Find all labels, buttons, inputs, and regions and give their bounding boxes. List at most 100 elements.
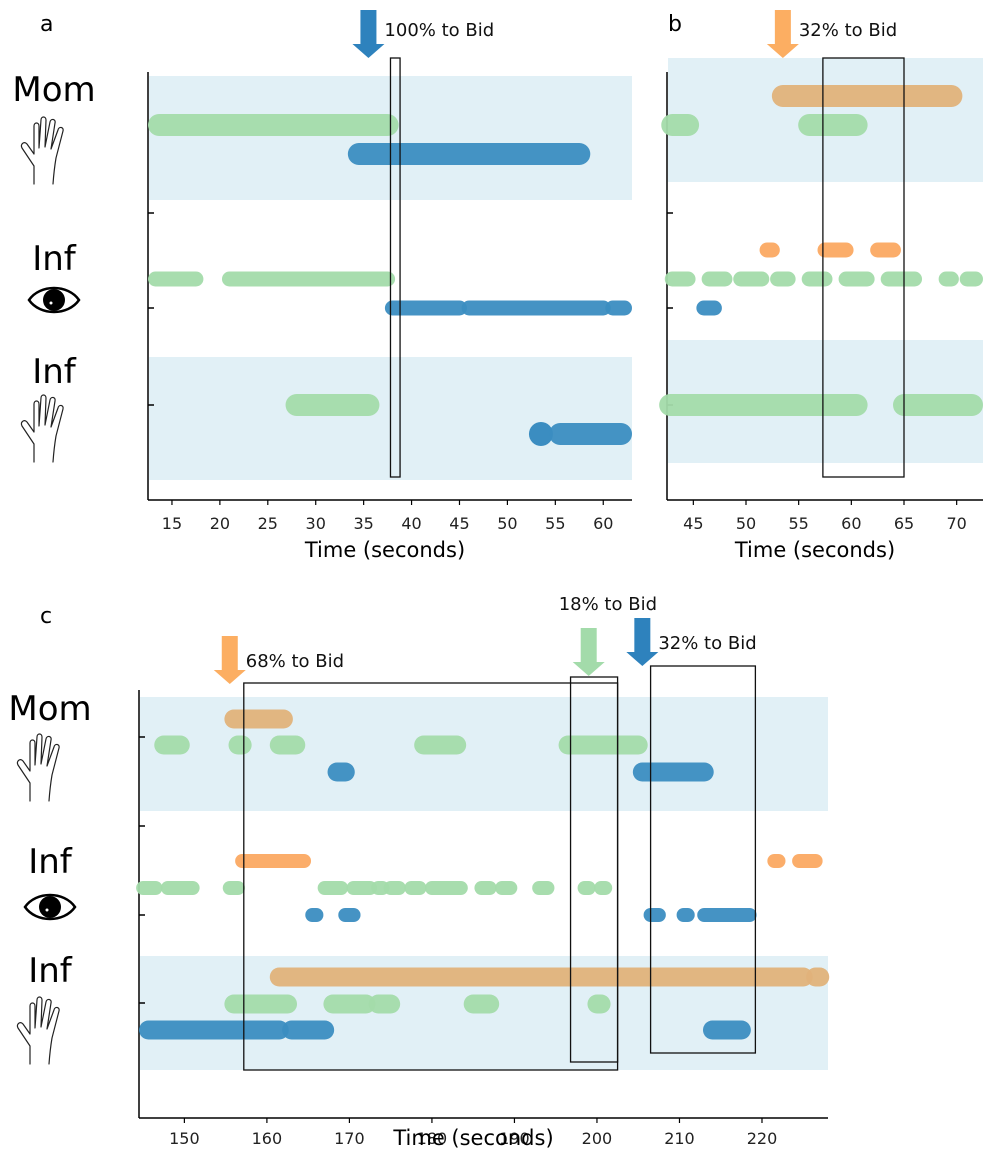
timeline-bar	[383, 881, 406, 895]
arrow-label: 32% to Bid	[658, 633, 756, 654]
x-tick-label: 210	[664, 1129, 695, 1148]
timeline-bar	[577, 881, 596, 895]
x-axis-label: Time (seconds)	[304, 538, 465, 562]
timeline-bar	[798, 114, 868, 136]
timeline-bar	[792, 854, 823, 868]
x-tick-label: 190	[499, 1129, 530, 1148]
timeline-bar	[676, 908, 695, 922]
x-tick-label: 60	[593, 514, 613, 533]
hand-outline	[20, 116, 64, 185]
timeline-bar	[495, 881, 518, 895]
timeline-bar	[701, 271, 733, 287]
timeline-bar	[224, 994, 298, 1014]
panel-b: b 45 50 55 60 65 70 Time (seconds) 32% to Bid	[659, 10, 983, 562]
timeline-bar	[235, 854, 312, 868]
x-tick-label: 160	[252, 1129, 283, 1148]
bid-window	[569, 676, 619, 1063]
timeline-bar	[801, 271, 833, 287]
panel-a: a 15 20 25 30 35 40 45 50 55 60 Time (seconds) 100% …	[40, 10, 632, 562]
timeline-bar	[338, 908, 361, 922]
row-label: Inf	[28, 951, 73, 991]
timeline-bar	[959, 271, 983, 287]
timeline-bar	[528, 422, 553, 446]
x-tick-label: 50	[497, 514, 517, 533]
x-tick-label: 55	[545, 514, 565, 533]
timeline-bar	[806, 967, 830, 987]
timeline-bar	[549, 423, 632, 445]
timeline-bar	[160, 881, 200, 895]
timeline-bar	[282, 1020, 335, 1040]
eye-iris	[43, 289, 65, 311]
x-tick-label: 30	[306, 514, 326, 533]
arrow-label: 100% to Bid	[384, 20, 494, 41]
hand-outline	[20, 394, 64, 463]
timeline-bar	[643, 908, 666, 922]
x-tick-label: 45	[683, 514, 703, 533]
timeline-bar	[696, 300, 722, 316]
x-tick-label: 50	[736, 514, 756, 533]
x-tick-label: 55	[788, 514, 808, 533]
x-tick-label: 15	[162, 514, 182, 533]
timeline-bar	[605, 300, 632, 316]
bid-arrow-icon	[213, 636, 246, 684]
bid-arrow-icon	[572, 628, 605, 676]
timeline-bar	[893, 394, 983, 416]
timeline-bar	[587, 994, 611, 1014]
bid-arrow-icon	[352, 10, 385, 58]
eye-glint	[45, 908, 49, 912]
timeline-bar	[938, 271, 959, 287]
x-tick-label: 45	[449, 514, 469, 533]
x-tick-label: 170	[334, 1129, 365, 1148]
timeline-bar	[317, 881, 349, 895]
timeline-bar	[661, 114, 700, 136]
timeline-bar	[532, 881, 555, 895]
bid-arrow-icon	[766, 10, 799, 58]
timeline-bar	[664, 271, 696, 287]
row-label: Inf	[32, 239, 77, 279]
timeline-bar	[384, 300, 467, 316]
timeline-bar	[474, 881, 497, 895]
timeline-bar	[632, 762, 714, 782]
timeline-bar	[697, 908, 757, 922]
timeline-bar	[148, 271, 204, 287]
hand-icon	[16, 733, 60, 802]
timeline-bar	[305, 908, 324, 922]
timeline-bar	[702, 1020, 751, 1040]
timeline-bar	[461, 300, 611, 316]
timeline-bar	[414, 735, 467, 755]
x-axis-label: Time (seconds)	[734, 538, 895, 562]
x-axis-label: Time (seconds)	[392, 1126, 553, 1150]
timeline-bar	[222, 881, 246, 895]
timeline-bar	[347, 143, 591, 165]
x-tick-label: 200	[582, 1129, 613, 1148]
row-label: Inf	[32, 352, 77, 392]
panel-c: c 150 160 170 180 190 200 210 220 Time (seconds) 6…	[40, 594, 830, 1150]
panel-label: c	[40, 604, 52, 629]
hand-outline	[16, 733, 60, 802]
timeline-bar	[269, 735, 306, 755]
timeline-bar	[733, 271, 770, 287]
eye-icon	[27, 286, 81, 314]
timeline-bar	[659, 394, 868, 416]
timeline-bar	[424, 881, 468, 895]
bid-window	[822, 57, 905, 478]
eye-iris	[39, 896, 61, 918]
timeline-bar	[870, 242, 901, 258]
row-label: Mom	[12, 70, 95, 110]
timeline-bar	[594, 881, 613, 895]
row-labels: Mom Inf Inf Mom Inf Inf	[8, 70, 96, 1065]
panel-label: b	[668, 12, 682, 37]
timeline-bar	[154, 735, 190, 755]
bid-window	[389, 57, 401, 478]
timeline-bar	[368, 994, 401, 1014]
timeline-bar	[558, 735, 648, 755]
eye-icon	[23, 893, 77, 921]
row-label: Inf	[28, 842, 73, 882]
timeline-bar	[323, 994, 376, 1014]
arrow-label: 68% to Bid	[246, 651, 344, 672]
arrow-label: 18% to Bid	[559, 594, 657, 615]
hand-outline	[16, 996, 60, 1065]
timeline-bar	[224, 709, 293, 729]
hand-icon	[16, 996, 60, 1065]
